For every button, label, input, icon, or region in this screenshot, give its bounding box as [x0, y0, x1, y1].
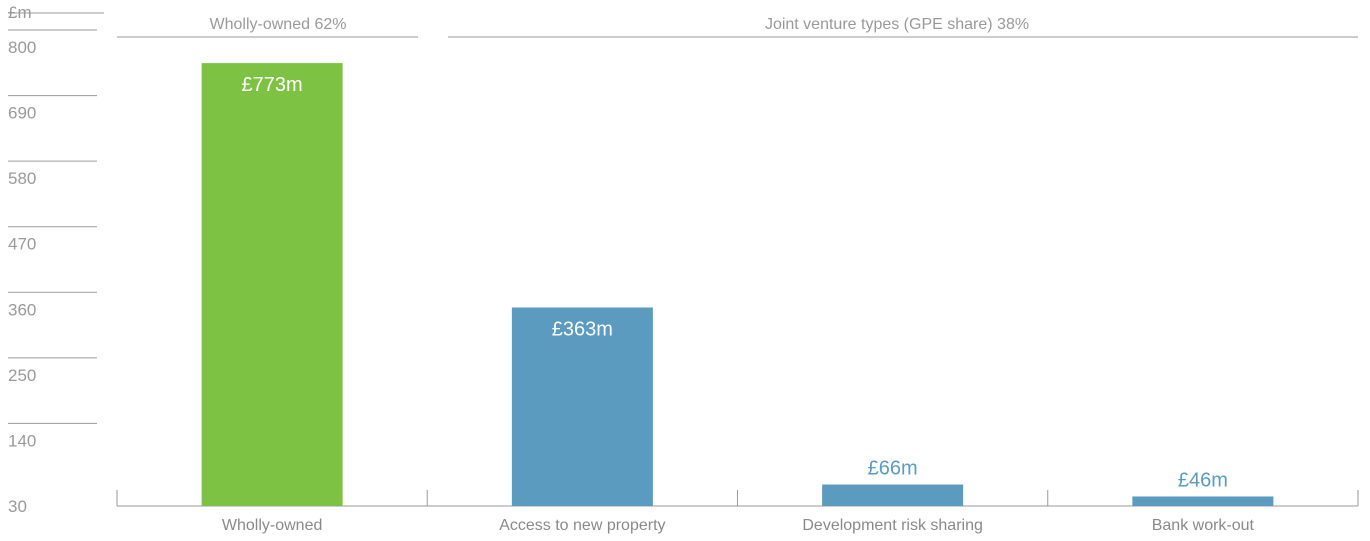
bar-series: [201, 63, 1274, 506]
bar-value-label: £66m: [868, 458, 918, 480]
y-tick-label: 800: [8, 38, 36, 57]
bar-value-label: £773m: [242, 74, 303, 96]
y-tick-label: 580: [8, 169, 36, 188]
group-header-wholly-owned: Wholly-owned 62%: [210, 16, 347, 33]
category-label: Wholly-owned: [222, 517, 322, 534]
bar: [511, 307, 653, 506]
category-label: Development risk sharing: [802, 517, 983, 534]
bar: [201, 63, 343, 506]
y-axis: 30 140 250 360 470 580 690 800: [8, 29, 97, 516]
group-header-joint-venture: Joint venture types (GPE share) 38%: [765, 16, 1029, 33]
y-tick-label: 140: [8, 431, 36, 450]
y-tick-label: 30: [8, 497, 27, 516]
category-labels: Wholly-owned Access to new property Develo…: [222, 517, 1255, 534]
y-tick-label: 690: [8, 104, 36, 123]
category-label: Bank work-out: [1152, 517, 1255, 534]
y-unit-label: £m: [8, 3, 32, 22]
category-label: Access to new property: [499, 517, 665, 534]
y-tick-label: 360: [8, 300, 36, 319]
bar: [1132, 496, 1274, 506]
y-tick-label: 250: [8, 366, 36, 385]
bar-value-label: £46m: [1178, 469, 1228, 491]
y-tick-label: 470: [8, 235, 36, 254]
x-axis-ticks: [116, 490, 1359, 506]
bar-value-labels: £773m £363m £66m £46m: [242, 74, 1228, 491]
bar: [822, 484, 964, 506]
bar-value-label: £363m: [552, 318, 613, 340]
